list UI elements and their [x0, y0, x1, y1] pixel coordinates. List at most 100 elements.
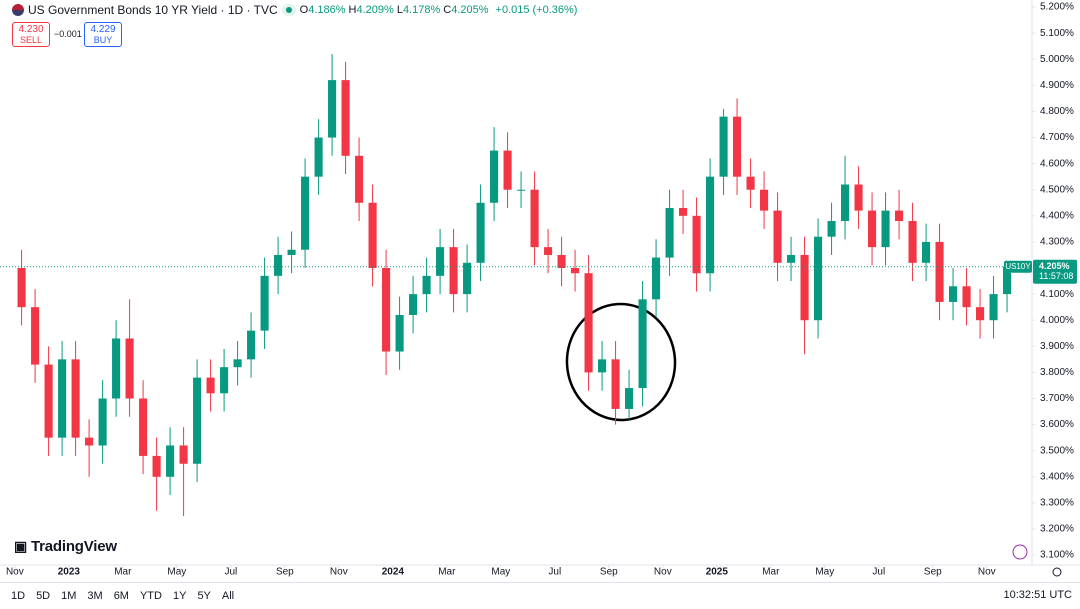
candle-body	[98, 398, 107, 446]
bottom-toolbar: 10:32:51 UTC 1D 5D 1M 3M 6M YTD 1Y 5Y All	[0, 582, 1080, 609]
x-tick-label: Sep	[276, 567, 294, 578]
candle-body	[17, 268, 26, 308]
alert-icon[interactable]	[1012, 544, 1028, 560]
candle-body	[814, 236, 823, 321]
x-tick-label: Sep	[600, 567, 618, 578]
x-tick-label: 2024	[382, 567, 405, 578]
price-tag-countdown: 11:57:08	[1039, 271, 1073, 281]
y-tick-label: 4.900%	[1040, 80, 1074, 91]
ohlc-value: 4.186%	[308, 4, 346, 16]
x-tick-label: Nov	[6, 567, 24, 578]
candle-body	[71, 359, 80, 438]
candle-body	[1003, 266, 1012, 295]
candle-body	[557, 254, 566, 269]
candle-body	[571, 268, 580, 274]
x-tick-label: Nov	[978, 567, 996, 578]
buy-button[interactable]: 4.229 BUY	[84, 22, 122, 47]
settings-icon[interactable]	[1052, 567, 1062, 577]
range-button[interactable]: YTD	[139, 590, 162, 602]
candle-body	[760, 189, 769, 211]
x-tick-label: May	[815, 567, 834, 578]
candle-body	[679, 207, 688, 216]
candle-body	[854, 184, 863, 211]
range-button[interactable]: 1M	[61, 590, 77, 602]
candle-body	[476, 202, 485, 263]
candle-body	[260, 275, 269, 331]
candle-body	[976, 307, 985, 321]
x-tick-label: Sep	[924, 567, 942, 578]
candle-body	[787, 254, 796, 263]
candle-body	[247, 330, 256, 360]
y-tick-label: 4.800%	[1040, 106, 1074, 117]
candle-body	[58, 359, 67, 438]
candle-body	[989, 294, 998, 321]
logo: ▣ TradingView	[14, 538, 117, 555]
ohlc-label: L	[396, 4, 403, 16]
candle-body	[44, 364, 53, 438]
candle-body	[733, 116, 742, 177]
range-button[interactable]: 5D	[36, 590, 51, 602]
candle-body	[962, 286, 971, 308]
y-tick-label: 5.200%	[1040, 2, 1074, 13]
candle-body	[881, 210, 890, 248]
candle-body	[206, 377, 215, 394]
sell-button[interactable]: 4.230 SELL	[12, 22, 50, 47]
y-tick-label: 4.600%	[1040, 158, 1074, 169]
symbol-title[interactable]: US Government Bonds 10 YR Yield · 1D · T…	[28, 3, 278, 17]
candle-body	[908, 221, 917, 263]
candle-body	[193, 377, 202, 464]
x-tick-label: 2023	[58, 567, 81, 578]
candle-body	[287, 249, 296, 255]
ohlc-label: H	[348, 4, 357, 16]
candle-body	[625, 388, 634, 409]
candle-body	[665, 207, 674, 258]
logo-text: TradingView	[31, 538, 117, 555]
buy-label: BUY	[93, 35, 113, 45]
candle-body	[638, 299, 647, 389]
candle-body	[598, 359, 607, 373]
price-tag	[1033, 259, 1077, 284]
candle-body	[125, 338, 134, 399]
candle-body	[301, 176, 310, 250]
candle-body	[341, 80, 350, 156]
candle-body	[274, 254, 283, 276]
y-tick-label: 5.100%	[1040, 28, 1074, 39]
candle-body	[314, 137, 323, 177]
candle-body	[706, 176, 715, 274]
candle-body	[868, 210, 877, 248]
spread: −0.001	[54, 29, 82, 39]
candle-body	[503, 150, 512, 190]
candle-body	[935, 241, 944, 302]
x-tick-label: Mar	[438, 567, 456, 578]
range-button[interactable]: 6M	[113, 590, 129, 602]
range-button[interactable]: 1D	[11, 590, 26, 602]
candle-body	[611, 359, 620, 409]
candle-body	[490, 150, 499, 203]
range-button[interactable]: 1Y	[172, 590, 187, 602]
x-tick-label: Nov	[654, 567, 672, 578]
range-button[interactable]: All	[221, 590, 235, 602]
y-tick-label: 3.500%	[1040, 445, 1074, 456]
range-button[interactable]: 3M	[87, 590, 103, 602]
x-tick-label: Mar	[114, 567, 132, 578]
candle-body	[368, 202, 377, 269]
sell-price: 4.230	[18, 24, 44, 35]
candle-body	[85, 437, 94, 446]
x-tick-label: Nov	[330, 567, 348, 578]
y-tick-label: 4.300%	[1040, 237, 1074, 248]
y-tick-label: 5.000%	[1040, 54, 1074, 65]
candle-body	[152, 455, 161, 477]
x-tick-label: May	[167, 567, 186, 578]
range-button[interactable]: 5Y	[197, 590, 211, 602]
y-tick-label: 4.500%	[1040, 184, 1074, 195]
candle-body	[220, 367, 229, 394]
candle-body	[436, 247, 445, 276]
y-tick-label: 3.300%	[1040, 498, 1074, 509]
ohlc-label: O	[299, 4, 309, 16]
y-tick-label: 3.100%	[1040, 550, 1074, 561]
candle-body	[719, 116, 728, 177]
candle-body	[922, 241, 931, 263]
x-tick-label: Mar	[762, 567, 780, 578]
candle-body	[463, 262, 472, 295]
